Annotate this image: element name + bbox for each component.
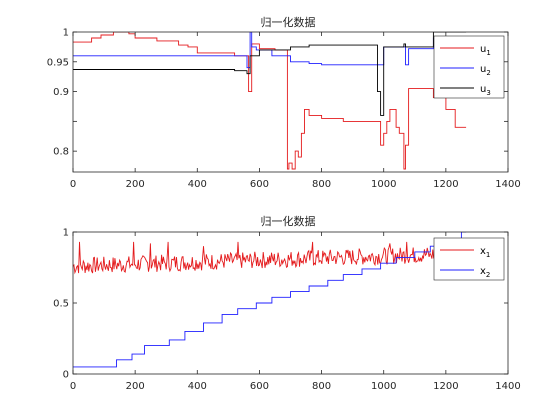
- top-xtick-label: 200: [126, 179, 145, 190]
- top-chart-title: 归一化数据: [261, 15, 316, 29]
- top-xtick-label: 1400: [495, 179, 520, 190]
- top-series-u2: [73, 32, 467, 69]
- bottom-xtick-label: 400: [188, 381, 207, 392]
- bottom-plot-area: [73, 232, 467, 368]
- bottom-xtick-label: 0: [70, 381, 76, 392]
- bottom-series-x1: [73, 241, 466, 275]
- bottom-xtick-label: 600: [250, 381, 269, 392]
- bottom-xtick-label: 800: [312, 381, 331, 392]
- bottom-series-x2: [73, 232, 467, 368]
- top-ytick-label: 1: [63, 28, 69, 39]
- bottom-axis-ticks: 0 200 400 600 800 1000 1200 1400 0 0.5 1: [53, 228, 521, 393]
- top-xtick-label: 600: [250, 179, 269, 190]
- top-series-u1: [73, 32, 467, 170]
- top-legend-label-u3: u3: [480, 84, 491, 97]
- top-ytick-label: 0.9: [53, 87, 69, 98]
- bottom-xtick-label: 1200: [433, 381, 458, 392]
- top-series-u3: [73, 32, 467, 116]
- top-legend-label-u1: u1: [480, 44, 491, 57]
- bottom-legend: x1 x2: [433, 237, 505, 281]
- bottom-legend-label-x1: x1: [480, 246, 490, 259]
- bottom-ytick-label: 1: [63, 228, 69, 239]
- bottom-ytick-label: 0: [63, 370, 69, 381]
- bottom-ytick-label: 0.5: [53, 299, 69, 310]
- top-plot-area: [73, 32, 467, 170]
- top-ytick-label: 0.95: [47, 57, 69, 68]
- bottom-xtick-label: 200: [126, 381, 145, 392]
- top-legend-box: [433, 35, 505, 99]
- bottom-xtick-label: 1000: [371, 381, 396, 392]
- top-axes-box: [72, 31, 509, 173]
- top-xtick-label: 800: [312, 179, 331, 190]
- top-ytick-label: 0.8: [53, 147, 69, 158]
- top-xtick-label: 0: [70, 179, 76, 190]
- bottom-legend-label-x2: x2: [480, 266, 490, 279]
- top-xtick-label: 1000: [371, 179, 396, 190]
- top-legend-label-u2: u2: [480, 64, 491, 77]
- top-xtick-label: 1200: [433, 179, 458, 190]
- bottom-chart-title: 归一化数据: [261, 214, 316, 228]
- top-chart: 归一化数据 0 200 400 600 800 1000 1200 1400 0.8 0.9 0.9…: [47, 15, 521, 190]
- bottom-legend-box: [433, 237, 505, 281]
- top-axis-ticks: 0 200 400 600 800 1000 1200 1400 0.8 0.9 0.95 1: [47, 28, 521, 191]
- top-xtick-label: 400: [188, 179, 207, 190]
- bottom-xtick-label: 1400: [495, 381, 520, 392]
- top-legend: u1 u2 u3: [433, 35, 505, 99]
